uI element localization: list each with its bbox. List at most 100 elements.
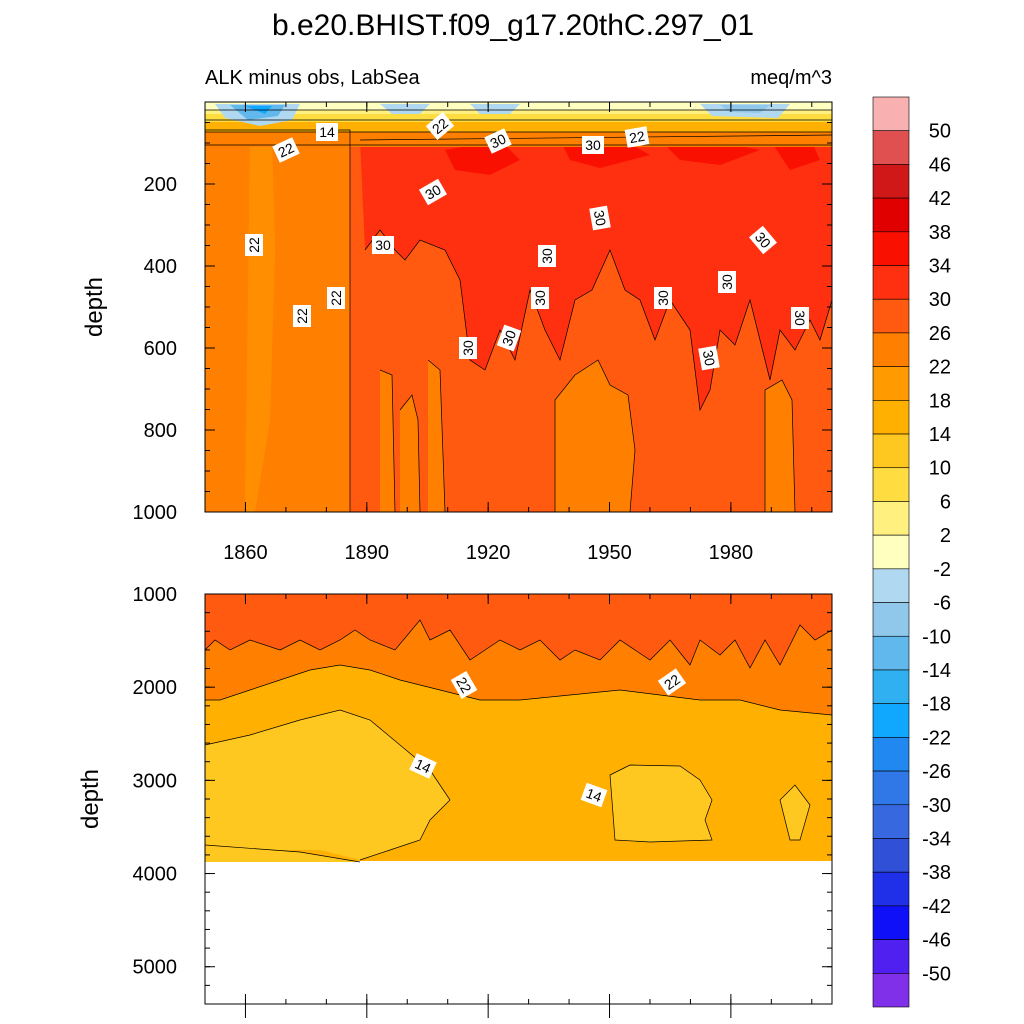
y-tick-label: 3000 bbox=[133, 770, 178, 792]
bottom-contour-labels: 22 22 14 14 bbox=[409, 668, 687, 808]
y-tick-label: 1000 bbox=[133, 584, 178, 606]
colorbar-swatch bbox=[872, 972, 910, 1008]
colorbar-swatch bbox=[872, 298, 910, 334]
contour-label: 30 bbox=[532, 290, 548, 306]
colorbar-swatch bbox=[872, 366, 910, 401]
colorbar-swatch bbox=[872, 669, 910, 704]
colorbar-swatch bbox=[872, 602, 910, 637]
contour-label: 30 bbox=[499, 328, 519, 348]
colorbar-swatch bbox=[872, 568, 910, 603]
colorbar-label: -10 bbox=[922, 626, 951, 648]
contour-label: 30 bbox=[539, 248, 555, 264]
contour-label: 30 bbox=[655, 290, 671, 306]
colorbar-swatch bbox=[872, 433, 910, 469]
colorbar-label: 10 bbox=[929, 458, 951, 480]
colorbar-label: 34 bbox=[929, 256, 951, 278]
colorbar-swatch bbox=[872, 939, 910, 974]
colorbar-label: -34 bbox=[922, 828, 951, 850]
contour-label: 22 bbox=[276, 139, 297, 160]
y-tick-label: 1000 bbox=[133, 502, 178, 524]
top-y-ticks: 200 400 600 800 1000 bbox=[133, 101, 832, 524]
colorbar-swatch bbox=[872, 635, 910, 671]
right-subtitle: meq/m^3 bbox=[750, 67, 832, 89]
colorbar-swatch bbox=[872, 332, 910, 367]
contour-label: 30 bbox=[375, 237, 391, 253]
colorbar-label: -46 bbox=[922, 930, 951, 952]
colorbar-swatch bbox=[872, 770, 910, 806]
contour-label: 30 bbox=[488, 130, 509, 151]
colorbar-swatch bbox=[872, 871, 910, 907]
contour-label: 30 bbox=[719, 274, 735, 290]
colorbar-label: 38 bbox=[929, 222, 951, 244]
colorbar-swatch bbox=[872, 534, 910, 570]
colorbar-label: 50 bbox=[929, 121, 951, 143]
top-y-axis-label: depth bbox=[81, 277, 108, 337]
contour-label: 30 bbox=[591, 209, 609, 227]
contour-label: 22 bbox=[628, 128, 646, 146]
colorbar-swatch bbox=[872, 467, 910, 502]
y-tick-label: 200 bbox=[144, 174, 177, 196]
chart-title: b.e20.BHIST.f09_g17.20thC.297_01 bbox=[272, 9, 754, 42]
colorbar-label: 14 bbox=[929, 424, 951, 446]
contour-label: 14 bbox=[584, 785, 604, 805]
colorbar-swatch bbox=[872, 164, 910, 199]
colorbar-label: -30 bbox=[922, 795, 951, 817]
y-tick-label: 600 bbox=[144, 338, 177, 360]
colorbar-swatch bbox=[872, 905, 910, 940]
colorbar-label: 26 bbox=[929, 323, 951, 345]
contour-label: 30 bbox=[700, 349, 718, 367]
top-x-ticks: 1860 1890 1920 1950 1980 bbox=[204, 102, 813, 564]
colorbar-label: -6 bbox=[933, 593, 951, 615]
colorbar-label: -14 bbox=[922, 660, 951, 682]
left-subtitle: ALK minus obs, LabSea bbox=[205, 67, 420, 89]
colorbar-label: -42 bbox=[922, 896, 951, 918]
colorbar-swatch bbox=[872, 265, 910, 300]
contour-label: 30 bbox=[460, 340, 476, 356]
colorbar-swatch bbox=[872, 703, 910, 738]
bottom-y-axis-label: depth bbox=[77, 769, 104, 829]
colorbar-swatch bbox=[872, 197, 910, 233]
contour-label: 22 bbox=[328, 290, 344, 306]
colorbar-label: 2 bbox=[940, 525, 951, 547]
colorbar-swatch bbox=[872, 501, 910, 536]
y-tick-label: 400 bbox=[144, 256, 177, 278]
colorbar-label: 30 bbox=[929, 289, 951, 311]
colorbar: 50 46 42 38 34 30 26 22 18 14 10 6 2 -2 -6 -10 -14 -18 -22… bbox=[872, 96, 951, 1008]
colorbar-swatch bbox=[872, 130, 910, 165]
y-tick-label: 5000 bbox=[133, 957, 178, 979]
bottom-y-ticks: 1000 2000 3000 4000 5000 bbox=[133, 584, 832, 1005]
y-tick-label: 800 bbox=[144, 420, 177, 442]
colorbar-label: 46 bbox=[929, 154, 951, 176]
y-tick-label: 4000 bbox=[133, 864, 178, 886]
x-tick-label: 1950 bbox=[587, 542, 632, 564]
colorbar-label: 18 bbox=[929, 390, 951, 412]
colorbar-label: 22 bbox=[929, 357, 951, 379]
colorbar-swatch bbox=[872, 838, 910, 873]
bottom-contour-fill bbox=[205, 594, 832, 1004]
contour-label: 22 bbox=[453, 674, 475, 696]
contour-label: 22 bbox=[246, 237, 262, 253]
contour-label: 22 bbox=[294, 308, 310, 324]
colorbar-label: 42 bbox=[929, 188, 951, 210]
top-contour-labels: 22 14 22 30 30 22 22 30 22 30 30 30 22 2… bbox=[245, 112, 809, 371]
contour-label: 30 bbox=[585, 137, 601, 153]
x-tick-label: 1890 bbox=[345, 542, 390, 564]
colorbar-swatch bbox=[872, 400, 910, 435]
bottom-panel: 22 22 14 14 depth 1000 2000 3000 4000 5000 bbox=[77, 584, 833, 1018]
contour-label: 30 bbox=[792, 310, 808, 326]
contour-label: 30 bbox=[422, 181, 444, 203]
top-panel: ALK minus obs, LabSea meq/m^3 bbox=[81, 67, 833, 564]
y-tick-label: 2000 bbox=[133, 677, 178, 699]
colorbar-label: -50 bbox=[922, 963, 951, 985]
colorbar-label: 6 bbox=[940, 491, 951, 513]
colorbar-swatch bbox=[872, 737, 910, 772]
contour-label: 14 bbox=[413, 755, 434, 776]
colorbar-label: -38 bbox=[922, 862, 951, 884]
top-contour-fill bbox=[205, 102, 832, 512]
colorbar-label: -26 bbox=[922, 761, 951, 783]
colorbar-label: -2 bbox=[933, 559, 951, 581]
colorbar-swatch bbox=[872, 231, 910, 266]
colorbar-label: -22 bbox=[922, 727, 951, 749]
colorbar-swatch bbox=[872, 96, 910, 132]
